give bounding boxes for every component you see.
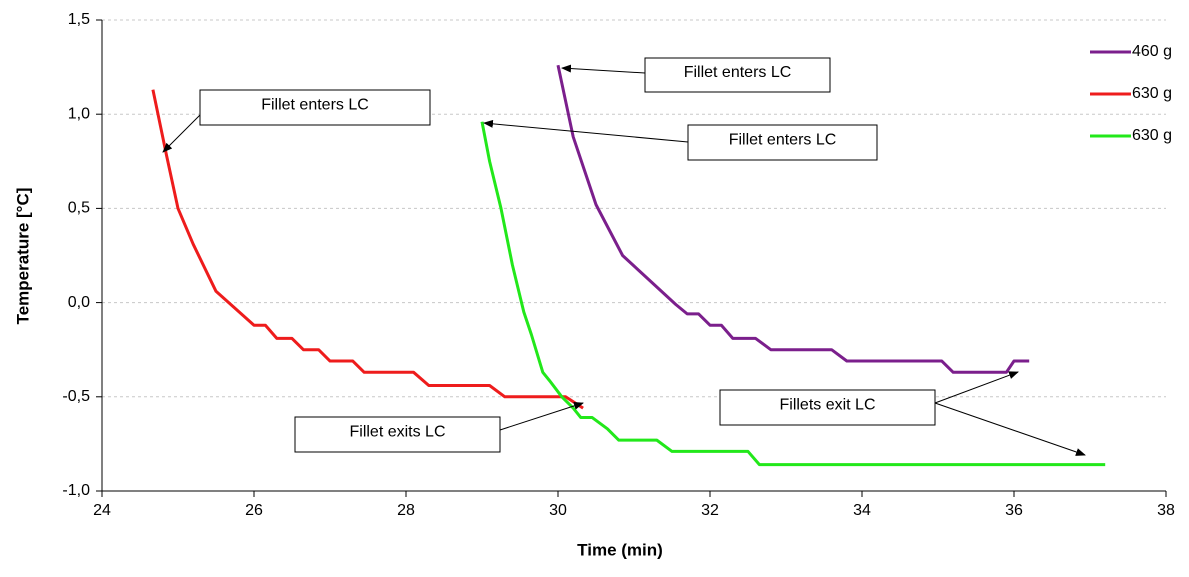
series-line — [480, 121, 1106, 467]
x-tick-label: 30 — [549, 502, 567, 519]
y-axis-title: Temperature [°C] — [13, 188, 32, 325]
legend-label: 630 g — [1132, 85, 1172, 102]
annotation-text: Fillet exits LC — [349, 424, 445, 441]
annotation-box — [199, 89, 431, 126]
x-tick-label: 34 — [853, 502, 871, 519]
annotation-arrow — [934, 371, 1019, 404]
legend-label: 630 g — [1132, 127, 1172, 144]
annotation-arrow — [499, 401, 584, 431]
legend-label: 460 g — [1132, 43, 1172, 60]
annotation-arrow — [561, 64, 646, 74]
x-tick-label: 36 — [1005, 502, 1023, 519]
y-tick-label: 0,5 — [68, 200, 90, 217]
x-axis-title: Time (min) — [577, 540, 663, 559]
annotation-text: Fillet enters LC — [729, 132, 837, 149]
y-tick-label: 1,0 — [68, 105, 90, 122]
annotation-arrow — [934, 402, 1086, 456]
annotation-text: Fillet enters LC — [261, 97, 369, 114]
annotation-arrow — [162, 109, 206, 153]
y-tick-label: 0,0 — [68, 294, 90, 311]
annotation-arrow — [483, 119, 689, 143]
x-tick-label: 28 — [397, 502, 415, 519]
annotation-box — [687, 124, 878, 161]
x-tick-label: 38 — [1157, 502, 1175, 519]
annotation-box — [719, 389, 936, 426]
x-tick-label: 32 — [701, 502, 719, 519]
y-tick-label: -1,0 — [62, 482, 90, 499]
series-line — [556, 64, 1030, 374]
y-tick-label: 1,5 — [68, 11, 90, 28]
annotation-text: Fillets exit LC — [779, 397, 875, 414]
annotation-box — [644, 57, 831, 93]
annotation-box — [294, 416, 501, 453]
series-line — [151, 89, 584, 410]
y-tick-label: -0,5 — [62, 388, 90, 405]
x-tick-label: 26 — [245, 502, 263, 519]
x-tick-label: 24 — [93, 502, 111, 519]
annotation-text: Fillet enters LC — [684, 64, 792, 81]
